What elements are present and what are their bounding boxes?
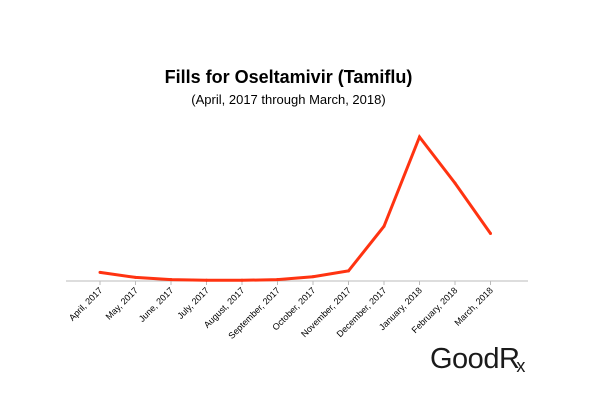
data-point — [169, 278, 173, 282]
data-point — [489, 231, 492, 235]
x-tick-label: June, 2017 — [137, 285, 176, 324]
data-point — [240, 278, 244, 282]
data-point — [453, 181, 457, 185]
data-point — [418, 135, 421, 139]
chart-subtitle: (April, 2017 through March, 2018) — [191, 92, 386, 107]
data-point — [98, 270, 102, 274]
data-point — [134, 275, 137, 279]
data-point — [205, 278, 208, 282]
data-point — [347, 269, 350, 273]
x-tick-label: April, 2017 — [67, 285, 104, 322]
goodrx-logo: GoodRx — [430, 343, 525, 376]
data-point — [276, 278, 279, 282]
x-tick-label: March, 2018 — [452, 285, 494, 327]
x-tick-label: July, 2017 — [175, 285, 211, 321]
chart-title: Fills for Oseltamivir (Tamiflu) — [164, 67, 413, 87]
data-point — [311, 275, 315, 279]
series-line — [99, 133, 492, 282]
data-point — [382, 224, 386, 228]
x-tick-label: May, 2017 — [104, 285, 140, 321]
